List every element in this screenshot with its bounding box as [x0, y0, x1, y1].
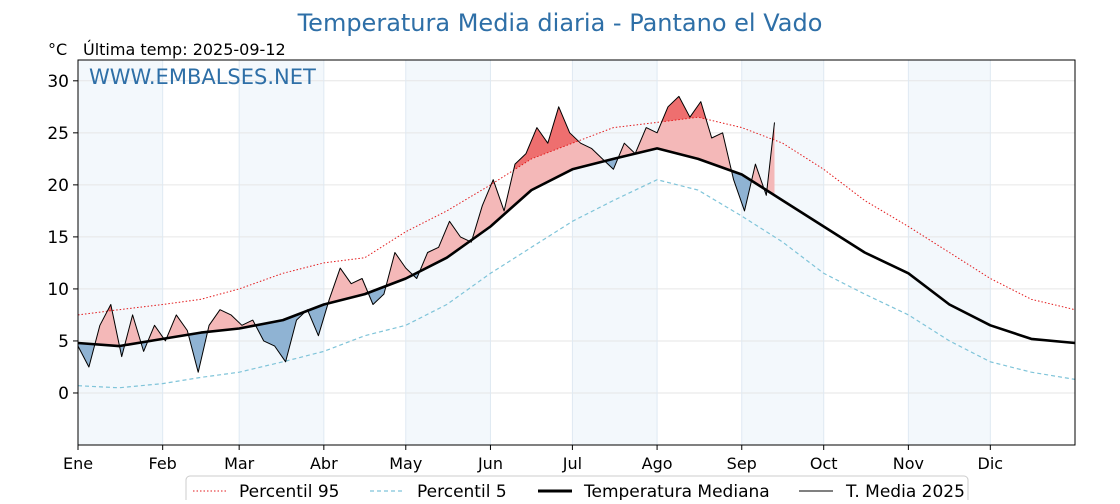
- month-bands: [78, 60, 991, 445]
- y-tick-label-15: 15: [47, 228, 69, 248]
- chart-subtitle: Última temp: 2025-09-12: [83, 40, 286, 59]
- month-band-ene: [78, 60, 163, 445]
- x-tick-label-nov: Nov: [893, 454, 924, 473]
- legend-label-t-media-2025: T. Media 2025: [845, 482, 965, 500]
- legend-label-temperatura-mediana: Temperatura Mediana: [583, 482, 770, 500]
- y-tick-label-20: 20: [47, 176, 69, 196]
- x-tick-label-dic: Dic: [978, 454, 1004, 473]
- y-tick-label-10: 10: [47, 280, 69, 300]
- fill-above-percentil-95: [78, 96, 775, 315]
- line-percentil-95: [77, 116, 1076, 316]
- y-axis: 0 5 10 15 20 25 30: [47, 72, 78, 404]
- x-tick-label-jul: Jul: [562, 454, 582, 473]
- legend: Percentil 95 Percentil 5 Temperatura Med…: [185, 475, 969, 504]
- month-band-sep: [741, 60, 824, 445]
- x-tick-label-sep: Sep: [727, 454, 757, 473]
- x-tick-label-mar: Mar: [224, 454, 255, 473]
- x-tick-label-jun: Jun: [477, 454, 503, 473]
- anomaly-fills: [78, 96, 775, 373]
- y-tick-label-25: 25: [47, 124, 69, 144]
- series-lines: [77, 95, 1076, 389]
- y-tick-label-30: 30: [47, 72, 69, 92]
- y-axis-unit-label: °C: [48, 40, 67, 59]
- line-temperatura-mediana: [77, 147, 1076, 348]
- chart-title: Temperatura Media diaria - Pantano el Va…: [297, 9, 823, 37]
- x-tick-label-feb: Feb: [149, 454, 177, 473]
- y-tick-label-0: 0: [58, 384, 69, 404]
- line-percentil-5: [77, 179, 1076, 389]
- x-tick-label-ago: Ago: [642, 454, 673, 473]
- y-tick-label-5: 5: [58, 332, 69, 352]
- fill-above-median: [78, 96, 775, 347]
- legend-label-percentil-5: Percentil 5: [417, 482, 507, 500]
- x-axis: Ene Feb Mar Abr May Jun Jul Ago Sep Oct Nov Dic: [63, 445, 1003, 473]
- x-tick-label-abr: Abr: [310, 454, 338, 473]
- legend-box: [185, 475, 969, 504]
- line-t-media-2025: [77, 95, 775, 373]
- watermark-text: WWW.EMBALSES.NET: [89, 65, 316, 89]
- x-tick-label-ene: Ene: [63, 454, 93, 473]
- month-band-jul: [572, 60, 658, 445]
- month-band-mar: [239, 60, 324, 445]
- x-tick-label-oct: Oct: [810, 454, 838, 473]
- legend-label-percentil-95: Percentil 95: [239, 482, 339, 500]
- x-tick-label-may: May: [389, 454, 422, 473]
- plot-frame: [77, 59, 1076, 446]
